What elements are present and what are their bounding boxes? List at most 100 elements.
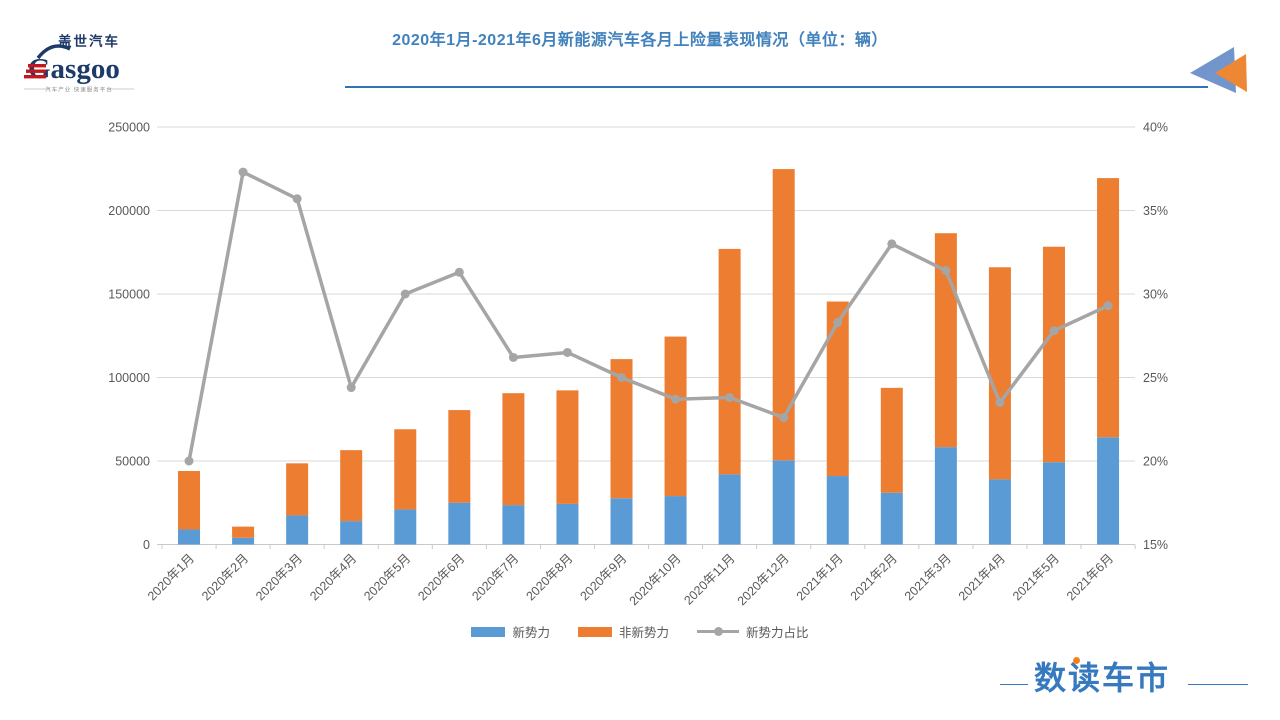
bar-segment-new-forces <box>610 498 633 545</box>
title-underline <box>345 86 1208 88</box>
bar-segment-new-forces <box>232 537 255 545</box>
share-line-point <box>671 394 681 404</box>
bar-segment-non-new-forces <box>1042 246 1065 463</box>
bar-segment-new-forces <box>934 447 957 545</box>
bar-segment-non-new-forces <box>664 336 687 497</box>
right-axis-tick-label: 35% <box>1143 204 1168 218</box>
legend-label: 非新势力 <box>618 626 669 640</box>
logo-cn-text: 盖世汽车 <box>58 33 120 49</box>
legend-item-share: 新势力占比 <box>697 622 809 641</box>
share-line-point <box>562 347 572 357</box>
legend-item-new-forces: 新势力 <box>471 622 550 641</box>
bar-segment-non-new-forces <box>772 169 795 461</box>
share-line-point <box>292 194 302 204</box>
share-line-point <box>941 266 951 276</box>
share-line-point <box>1103 301 1113 311</box>
logo-en-text: Gasgoo <box>28 53 120 85</box>
logo-stripe <box>24 75 46 79</box>
orange-triangle <box>1215 54 1247 92</box>
share-line-point <box>833 317 843 327</box>
logo-arc <box>36 44 71 60</box>
x-axis-category-label: 2020年2月 <box>199 551 251 603</box>
share-line-point <box>887 239 897 249</box>
legend-swatch-line <box>697 627 739 636</box>
bar-segment-new-forces <box>502 505 525 545</box>
bar-segment-new-forces <box>394 509 417 545</box>
share-line-point <box>454 267 464 277</box>
x-axis-category-label: 2021年1月 <box>794 551 846 603</box>
bar-segment-new-forces <box>988 479 1011 545</box>
right-axis-tick-label: 30% <box>1143 288 1168 302</box>
share-line-point <box>508 352 518 362</box>
bar-segment-new-forces <box>178 529 201 545</box>
bar-segment-non-new-forces <box>610 359 633 499</box>
x-axis-category-label: 2020年9月 <box>577 551 629 603</box>
bar-segment-non-new-forces <box>556 390 579 504</box>
logo-stripe <box>28 64 46 68</box>
bar-segment-new-forces <box>664 496 687 545</box>
x-axis-category-label: 2021年4月 <box>956 551 1008 603</box>
bar-segment-new-forces <box>340 521 363 545</box>
bar-segment-non-new-forces <box>826 301 849 477</box>
left-axis-tick-label: 100000 <box>108 371 150 385</box>
share-line-point <box>346 383 356 393</box>
blue-triangle <box>1190 47 1236 93</box>
bar-segment-non-new-forces <box>394 429 417 510</box>
share-line-point <box>238 167 248 177</box>
chart-legend: 新势力 非新势力 新势力占比 <box>0 622 1280 641</box>
x-axis-category-label: 2021年2月 <box>848 551 900 603</box>
share-line-point <box>400 289 410 299</box>
x-axis-category-label: 2020年11月 <box>681 551 737 607</box>
bar-segment-non-new-forces <box>340 450 363 522</box>
bar-segment-new-forces <box>286 515 309 545</box>
share-line-point <box>617 373 627 382</box>
left-axis-tick-label: 50000 <box>115 455 150 469</box>
gasgoo-logo: 盖世汽车 Gasgoo 汽车产业 快速服务平台 <box>24 33 134 94</box>
bar-segment-non-new-forces <box>286 463 309 516</box>
x-axis-category-label: 2020年10月 <box>627 551 684 608</box>
x-axis-category-label: 2020年4月 <box>307 551 359 603</box>
legend-item-non-new-forces: 非新势力 <box>577 622 669 641</box>
logo-stripe <box>26 69 46 73</box>
legend-swatch-blue-bar <box>471 626 506 637</box>
left-axis-tick-label: 150000 <box>108 288 150 302</box>
bar-segment-non-new-forces <box>718 248 741 475</box>
bar-segment-non-new-forces <box>880 387 903 493</box>
share-line-point <box>1049 326 1059 336</box>
bar-segment-new-forces <box>826 476 849 545</box>
left-axis-tick-label: 0 <box>143 538 150 552</box>
bar-segment-new-forces <box>448 502 471 545</box>
bar-segment-new-forces <box>880 492 903 545</box>
x-axis-category-label: 2020年6月 <box>415 551 467 603</box>
bar-segment-non-new-forces <box>448 410 471 503</box>
bar-segment-non-new-forces <box>502 393 525 506</box>
double-triangle-icon <box>1190 47 1247 93</box>
bar-segment-new-forces <box>1042 462 1065 545</box>
share-line <box>187 170 1110 463</box>
share-line-point <box>779 413 789 423</box>
bar-segment-non-new-forces <box>178 471 201 530</box>
bar-segment-new-forces <box>772 460 795 545</box>
x-axis-category-label: 2020年3月 <box>253 551 305 603</box>
x-axis-category-label: 2021年3月 <box>902 551 954 603</box>
x-axis-category-label: 2021年6月 <box>1064 551 1116 603</box>
logo-tagline: 汽车产业 快速服务平台 <box>45 86 113 94</box>
share-line-point <box>995 398 1005 408</box>
right-axis-tick-label: 15% <box>1143 538 1168 552</box>
left-axis-tick-label: 200000 <box>108 204 150 218</box>
bar-segment-new-forces <box>1097 437 1120 545</box>
right-axis-tick-label: 40% <box>1143 121 1168 135</box>
x-axis-category-label: 2020年12月 <box>735 551 792 608</box>
legend-label: 新势力 <box>512 626 550 640</box>
x-axis-category-label: 2020年8月 <box>523 551 575 603</box>
x-axis-category-label: 2020年1月 <box>145 551 197 603</box>
legend-swatch-orange-bar <box>577 626 612 637</box>
page-title: 2020年1月-2021年6月新能源汽车各月上险量表现情况（单位：辆） <box>392 32 888 49</box>
bar-segment-non-new-forces <box>232 526 255 538</box>
bar-segment-new-forces <box>556 503 579 545</box>
left-axis-tick-label: 250000 <box>108 121 150 135</box>
right-axis-tick-label: 25% <box>1143 371 1168 385</box>
bar-segment-new-forces <box>718 474 741 545</box>
